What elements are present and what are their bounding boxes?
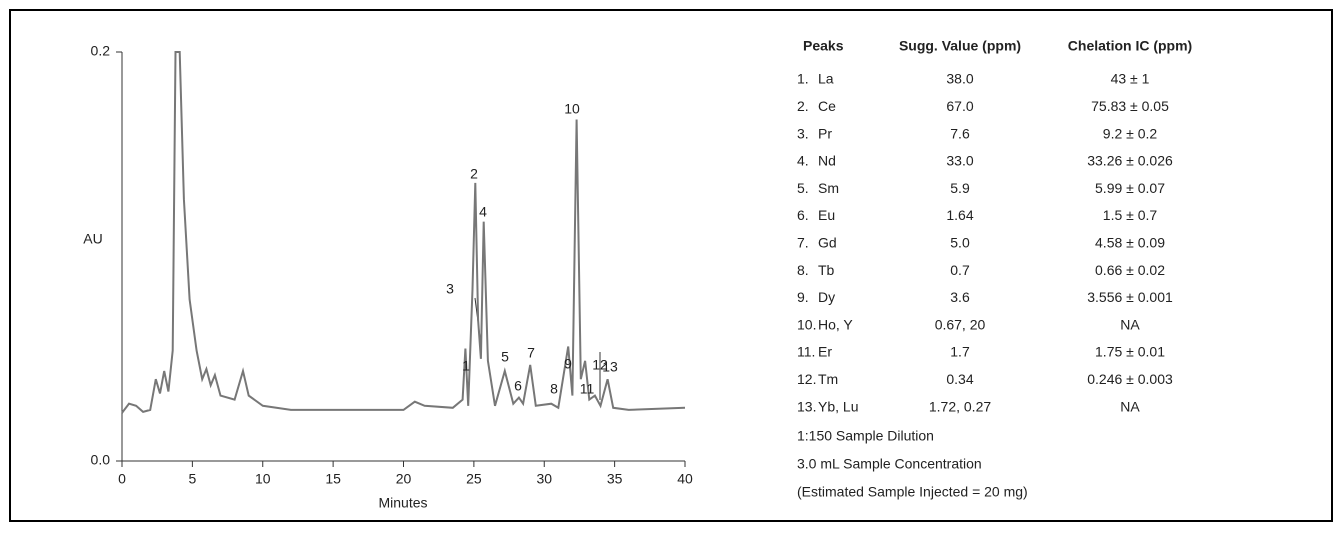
table-cell: 1.75 ± 0.01 bbox=[1095, 344, 1165, 360]
x-tick-label: 15 bbox=[325, 471, 341, 487]
frame bbox=[9, 9, 1333, 522]
table-cell: Eu bbox=[818, 207, 835, 223]
table-header: Chelation IC (ppm) bbox=[1068, 38, 1192, 54]
table-cell: 0.246 ± 0.003 bbox=[1087, 371, 1173, 387]
y-tick-label: 0.0 bbox=[91, 452, 111, 468]
table-cell: 1. bbox=[797, 71, 809, 87]
table-cell: 5.9 bbox=[950, 180, 970, 196]
x-tick-label: 10 bbox=[255, 471, 271, 487]
table-cell: 3.556 ± 0.001 bbox=[1087, 289, 1173, 305]
x-tick-label: 30 bbox=[536, 471, 552, 487]
x-axis-label: Minutes bbox=[378, 495, 427, 511]
table-cell: 75.83 ± 0.05 bbox=[1091, 98, 1169, 114]
peak-label: 3 bbox=[446, 281, 454, 297]
table-cell: 9.2 ± 0.2 bbox=[1103, 125, 1158, 141]
peak-label: 6 bbox=[514, 378, 522, 394]
x-tick-label: 5 bbox=[188, 471, 196, 487]
peak-label: 13 bbox=[602, 359, 618, 375]
table-cell: 5. bbox=[797, 180, 809, 196]
table-cell: 0.34 bbox=[946, 371, 973, 387]
table-cell: Gd bbox=[818, 235, 837, 251]
peak-label: 7 bbox=[527, 345, 535, 361]
table-cell: 38.0 bbox=[946, 71, 973, 87]
table-cell: 10. bbox=[797, 316, 816, 332]
table-cell: 3. bbox=[797, 125, 809, 141]
peak-label: 4 bbox=[479, 204, 487, 220]
note: (Estimated Sample Injected = 20 mg) bbox=[797, 484, 1028, 500]
table-cell: 0.67, 20 bbox=[935, 316, 986, 332]
note: 1:150 Sample Dilution bbox=[797, 428, 934, 444]
x-tick-label: 25 bbox=[466, 471, 482, 487]
table-cell: 5.0 bbox=[950, 235, 970, 251]
table-cell: Yb, Lu bbox=[818, 398, 858, 414]
table-cell: Tb bbox=[818, 262, 835, 278]
table-cell: 7.6 bbox=[950, 125, 970, 141]
table-cell: Ho, Y bbox=[818, 316, 853, 332]
table-cell: NA bbox=[1120, 398, 1140, 414]
x-tick-label: 35 bbox=[607, 471, 623, 487]
table-cell: Pr bbox=[818, 125, 832, 141]
peak-label: 2 bbox=[470, 166, 478, 182]
table-cell: 1.5 ± 0.7 bbox=[1103, 207, 1158, 223]
x-tick-label: 40 bbox=[677, 471, 693, 487]
note: 3.0 mL Sample Concentration bbox=[797, 456, 982, 472]
peak-label: 1 bbox=[462, 358, 470, 374]
table-cell: 6. bbox=[797, 207, 809, 223]
table-cell: 13. bbox=[797, 398, 816, 414]
table-cell: NA bbox=[1120, 316, 1140, 332]
y-tick-label: 0.2 bbox=[91, 43, 111, 59]
table-cell: Tm bbox=[818, 371, 838, 387]
peak-label: 9 bbox=[564, 356, 572, 372]
peak-label: 11 bbox=[580, 381, 595, 397]
table-cell: 11. bbox=[797, 344, 815, 360]
x-tick-label: 0 bbox=[118, 471, 126, 487]
table-cell: 33.26 ± 0.026 bbox=[1087, 153, 1173, 169]
table-cell: 1.72, 0.27 bbox=[929, 398, 991, 414]
table-cell: 0.7 bbox=[950, 262, 970, 278]
x-tick-label: 20 bbox=[396, 471, 412, 487]
table-cell: 0.66 ± 0.02 bbox=[1095, 262, 1165, 278]
table-cell: 8. bbox=[797, 262, 809, 278]
peak-label: 5 bbox=[501, 349, 509, 365]
table-cell: 4. bbox=[797, 153, 809, 169]
peak-label: 12 bbox=[592, 357, 608, 373]
table-header: Sugg. Value (ppm) bbox=[899, 38, 1021, 54]
table-cell: La bbox=[818, 71, 834, 87]
table-cell: Dy bbox=[818, 289, 835, 305]
table-cell: Ce bbox=[818, 98, 836, 114]
table-cell: Er bbox=[818, 344, 832, 360]
peak-label: 10 bbox=[564, 101, 580, 117]
table-cell: 12. bbox=[797, 371, 816, 387]
peak-label: 8 bbox=[550, 381, 558, 397]
table-cell: 3.6 bbox=[950, 289, 970, 305]
table-cell: 7. bbox=[797, 235, 809, 251]
table-cell: 9. bbox=[797, 289, 809, 305]
table-header: Peaks bbox=[803, 38, 844, 54]
table-cell: 43 ± 1 bbox=[1111, 71, 1150, 87]
table-cell: 33.0 bbox=[946, 153, 973, 169]
table-cell: 67.0 bbox=[946, 98, 973, 114]
table-cell: 1.7 bbox=[950, 344, 970, 360]
table-cell: 4.58 ± 0.09 bbox=[1095, 235, 1165, 251]
table-cell: Sm bbox=[818, 180, 839, 196]
table-cell: 2. bbox=[797, 98, 809, 114]
table-cell: 5.99 ± 0.07 bbox=[1095, 180, 1165, 196]
trace bbox=[121, 51, 686, 414]
y-axis-label: AU bbox=[83, 231, 102, 247]
table-cell: 1.64 bbox=[946, 207, 973, 223]
table-cell: Nd bbox=[818, 153, 836, 169]
